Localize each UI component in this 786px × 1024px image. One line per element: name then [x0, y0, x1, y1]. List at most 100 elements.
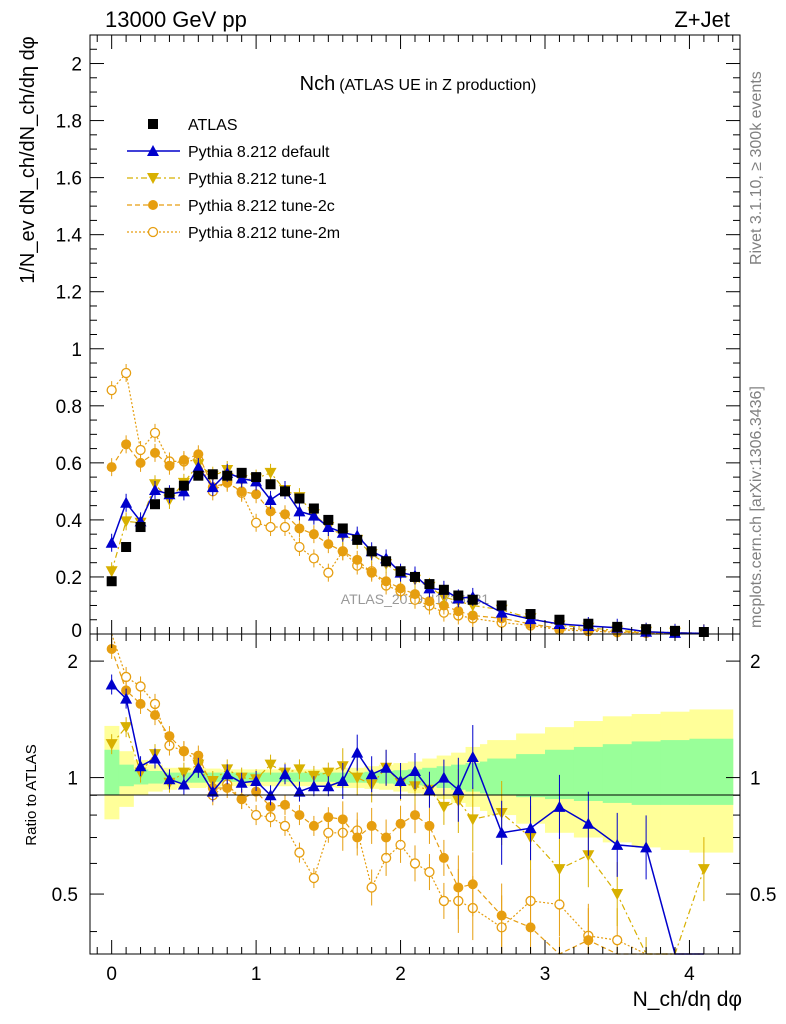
main-point-tune2m — [323, 567, 334, 578]
ratio-point-tune2c — [106, 643, 117, 654]
y-tick-label-ratio-right: 0.5 — [750, 885, 776, 906]
ratio-point-default — [120, 692, 133, 704]
y-axis-label-main-text: 1/N_ev dN_ch/dN_ch/dη dφ — [17, 36, 39, 284]
ratio-point-default — [582, 817, 595, 829]
ratio-point-default — [336, 774, 349, 786]
ratio-point-tune1 — [264, 759, 277, 771]
ratio-point-default — [495, 826, 508, 838]
ratio-point-default — [206, 785, 219, 797]
ratio-point-default — [293, 785, 306, 797]
main-series — [105, 364, 709, 639]
main-point-tune2m — [135, 444, 146, 456]
plot-title-main: Nch — [300, 73, 336, 95]
main-point-atlas — [178, 480, 189, 491]
ratio-point-default — [553, 800, 566, 812]
main-point-tune2m — [294, 541, 305, 553]
ratio-point-default — [221, 768, 234, 780]
ratio-point-default — [466, 751, 479, 763]
main-point-atlas — [525, 609, 536, 620]
mcplots-label: mcplots.cern.ch [arXiv:1306.3436] — [748, 386, 765, 628]
ratio-point-tune2c — [135, 698, 146, 709]
ratio-point-tune1 — [553, 864, 566, 876]
ratio-point-tune2c — [467, 879, 478, 890]
main-point-default — [192, 461, 205, 473]
ratio-point-default — [437, 771, 450, 783]
band-inner-bin — [263, 772, 279, 782]
main-point-tune2c — [352, 554, 363, 565]
y-tick-label-main: 1.8 — [56, 112, 82, 133]
main-point-default — [177, 485, 190, 497]
main-point-tune2m — [250, 517, 262, 528]
ratio-point-tune1 — [322, 767, 335, 779]
legend-row-default: Pythia 8.212 default — [127, 144, 330, 161]
ratio-bands — [104, 709, 734, 853]
band-inner-bin — [660, 740, 690, 805]
legend-marker-tune2m — [147, 226, 159, 238]
ratio-point-tune2m — [424, 866, 435, 878]
y-tick-label-ratio-right: 2 — [750, 652, 761, 673]
main-point-tune2c — [453, 606, 464, 617]
y-tick-label-main: 0.2 — [56, 568, 82, 589]
ratio-point-tune2m — [135, 681, 146, 692]
header-right: Z+Jet — [674, 7, 730, 32]
ratio-point-tune2c — [438, 852, 449, 863]
y-tick-label-main: 0.4 — [56, 511, 83, 532]
main-point-tune2c — [395, 583, 406, 594]
legend-marker-atlas — [148, 119, 158, 129]
y-tick-label-main: 0.6 — [56, 454, 82, 475]
main-point-atlas — [121, 542, 132, 553]
ratio-point-tune1 — [437, 801, 450, 813]
legend-label-atlas: ATLAS — [188, 117, 238, 134]
x-tick-label: 2 — [395, 964, 406, 985]
main-point-tune2m — [308, 553, 320, 564]
main-point-atlas — [280, 486, 290, 497]
x-tick-label: 4 — [684, 964, 695, 985]
ratio-point-tune1 — [177, 767, 190, 779]
main-point-tune2c — [467, 610, 478, 621]
legend-label-tune1: Pythia 8.212 tune-1 — [188, 171, 327, 188]
ratio-point-default — [105, 678, 118, 690]
main-point-default — [322, 521, 335, 533]
main-point-tune2c — [236, 486, 247, 497]
ratio-point-tune2c — [265, 801, 276, 812]
header-left: 13000 GeV pp — [105, 7, 247, 32]
main-point-atlas — [352, 534, 363, 545]
main-point-tune2c — [121, 439, 132, 450]
ratio-point-default — [409, 764, 421, 776]
y-tick-label-ratio-left: 0.5 — [52, 885, 78, 906]
main-point-atlas — [438, 584, 449, 595]
main-point-tune2c — [381, 576, 392, 587]
ratio-point-default — [149, 752, 161, 764]
main-point-atlas — [410, 571, 420, 582]
ratio-point-default — [365, 768, 378, 780]
ratio-point-tune2c — [251, 786, 262, 797]
ratio-point-tune2c — [366, 820, 377, 831]
ratio-point-tune2m — [279, 820, 291, 832]
main-point-tune2c — [337, 546, 348, 557]
ratio-point-tune1 — [466, 814, 479, 826]
ratio-point-default — [279, 768, 291, 780]
main-point-tune2c — [294, 523, 305, 534]
legend-marker-default — [147, 145, 159, 156]
main-point-tune1 — [120, 516, 133, 528]
main-point-atlas — [135, 522, 146, 533]
y-tick-label-main: 1.2 — [56, 283, 82, 304]
main-line-default — [110, 465, 704, 635]
ratio-point-default — [640, 841, 653, 853]
y-tick-label-ratio-left: 1 — [67, 769, 78, 790]
legend-row-tune2c: Pythia 8.212 tune-2c — [127, 198, 335, 215]
main-point-tune1 — [264, 467, 277, 479]
ratio-point-tune2c — [410, 810, 420, 821]
y-tick-label-main: 2 — [71, 55, 82, 76]
ratio-point-tune2m — [323, 827, 334, 838]
band-inner-bin — [104, 749, 120, 796]
ratio-point-tune2m — [250, 809, 262, 821]
band-inner-bin — [480, 761, 488, 794]
main-point-atlas — [222, 470, 233, 481]
main-point-tune2c — [164, 460, 175, 471]
ratio-point-tune1 — [293, 764, 306, 776]
main-point-tune2c — [424, 596, 435, 607]
main-point-atlas — [236, 467, 247, 478]
ratio-point-tune2c — [395, 818, 406, 829]
main-point-tune2c — [150, 447, 160, 458]
